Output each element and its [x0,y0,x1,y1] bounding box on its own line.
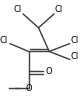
Text: Cl: Cl [14,5,22,14]
Text: Cl: Cl [71,36,79,45]
Text: Cl: Cl [0,36,8,45]
Text: Cl: Cl [55,5,63,14]
Text: O: O [46,67,52,76]
Text: Cl: Cl [71,52,79,61]
Text: O: O [26,84,32,93]
